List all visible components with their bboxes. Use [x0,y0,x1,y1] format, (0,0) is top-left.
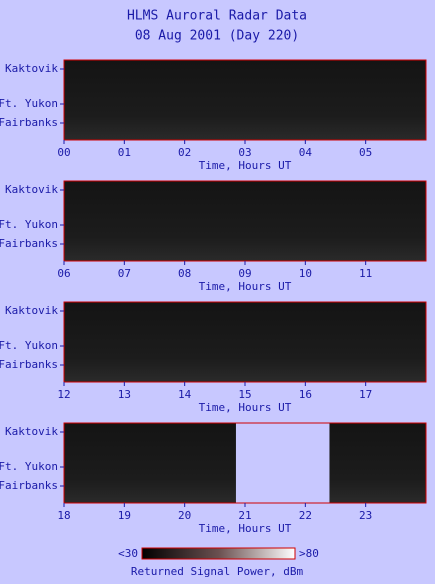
x-tick-label: 17 [359,388,372,401]
y-tick-label: Kaktovik [5,304,58,317]
x-tick-label: 09 [238,267,251,280]
x-axis-label: Time, Hours UT [199,522,292,535]
chart-subtitle: 08 Aug 2001 (Day 220) [135,29,299,44]
x-tick-label: 04 [299,146,313,159]
x-tick-label: 06 [57,267,70,280]
x-tick-label: 07 [118,267,131,280]
x-tick-label: 11 [359,267,372,280]
x-tick-label: 22 [299,509,312,522]
x-tick-label: 00 [57,146,70,159]
y-tick-label: Ft. Yukon [0,339,58,352]
plot-area [64,60,426,140]
x-tick-label: 18 [57,509,70,522]
colorbar-tick-label: >80 [299,547,319,560]
x-axis-label: Time, Hours UT [199,280,292,293]
chart-title: HLMS Auroral Radar Data [127,9,307,24]
x-tick-label: 21 [238,509,251,522]
x-tick-label: 20 [178,509,191,522]
x-tick-label: 03 [238,146,251,159]
y-tick-label: Fairbanks [0,358,58,371]
x-tick-label: 19 [118,509,131,522]
y-tick-label: Ft. Yukon [0,460,58,473]
x-axis-label: Time, Hours UT [199,159,292,172]
y-tick-label: Fairbanks [0,116,58,129]
data-gap [235,423,330,503]
y-tick-label: Ft. Yukon [0,218,58,231]
x-tick-label: 23 [359,509,372,522]
y-tick-label: Kaktovik [5,62,58,75]
colorbar [141,547,296,560]
plot-area [64,302,426,382]
x-tick-label: 14 [178,388,192,401]
x-tick-label: 01 [118,146,131,159]
colorbar-tick-label: <30 [118,547,138,560]
y-tick-label: Fairbanks [0,237,58,250]
x-tick-label: 10 [299,267,312,280]
y-tick-label: Ft. Yukon [0,97,58,110]
x-tick-label: 05 [359,146,372,159]
x-tick-label: 02 [178,146,191,159]
y-tick-label: Kaktovik [5,183,58,196]
y-tick-label: Fairbanks [0,479,58,492]
colorbar-label: Returned Signal Power, dBm [131,565,304,578]
x-tick-label: 12 [57,388,70,401]
plot-area [64,181,426,261]
x-tick-label: 08 [178,267,191,280]
x-tick-label: 15 [238,388,251,401]
x-tick-label: 13 [118,388,131,401]
x-axis-label: Time, Hours UT [199,401,292,414]
x-tick-label: 16 [299,388,312,401]
y-tick-label: Kaktovik [5,425,58,438]
